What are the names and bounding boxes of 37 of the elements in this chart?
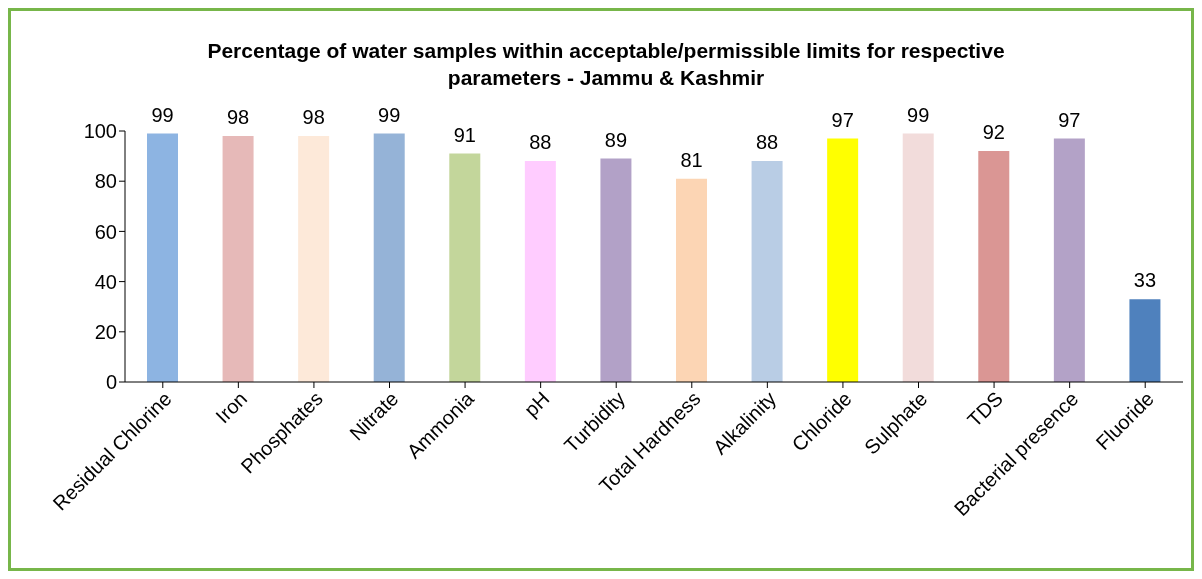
data-label: 97 [831, 108, 854, 131]
data-label: 91 [453, 123, 476, 146]
data-label: 89 [604, 128, 628, 151]
data-label: 99 [151, 103, 174, 126]
bar [373, 133, 405, 382]
data-label: 33 [1133, 269, 1157, 292]
bar [524, 161, 556, 382]
chart-title: Percentage of water samples within acceptable/permissible limits for respective parameters - Jammu & Kashmir [206, 38, 1006, 91]
bar [902, 133, 934, 382]
data-label: 88 [529, 131, 552, 154]
data-label: 98 [302, 106, 325, 129]
bar [1129, 299, 1161, 382]
bar [978, 151, 1010, 382]
y-tick-label: 20 [94, 320, 117, 343]
y-tick-label: 100 [83, 120, 117, 143]
bar [827, 138, 859, 382]
y-tick-label: 0 [105, 371, 117, 394]
bar [449, 153, 481, 382]
y-tick-label: 80 [94, 170, 117, 193]
y-tick-label: 40 [94, 270, 117, 293]
data-label: 81 [680, 148, 703, 171]
data-label: 98 [226, 106, 250, 129]
data-label: 97 [1058, 108, 1081, 131]
data-label: 88 [755, 131, 779, 154]
x-tick-label: pH [519, 387, 554, 421]
data-label: 99 [378, 103, 401, 126]
bar [676, 178, 707, 382]
x-tick-label: TDS [963, 387, 1007, 432]
y-tick-label: 60 [94, 220, 117, 243]
data-label: 92 [982, 121, 1005, 144]
bar [222, 136, 254, 382]
bar [600, 158, 632, 382]
bar [1053, 138, 1085, 382]
bar [147, 133, 178, 382]
bar [751, 161, 783, 382]
data-label: 99 [907, 103, 930, 126]
bar [298, 136, 330, 382]
